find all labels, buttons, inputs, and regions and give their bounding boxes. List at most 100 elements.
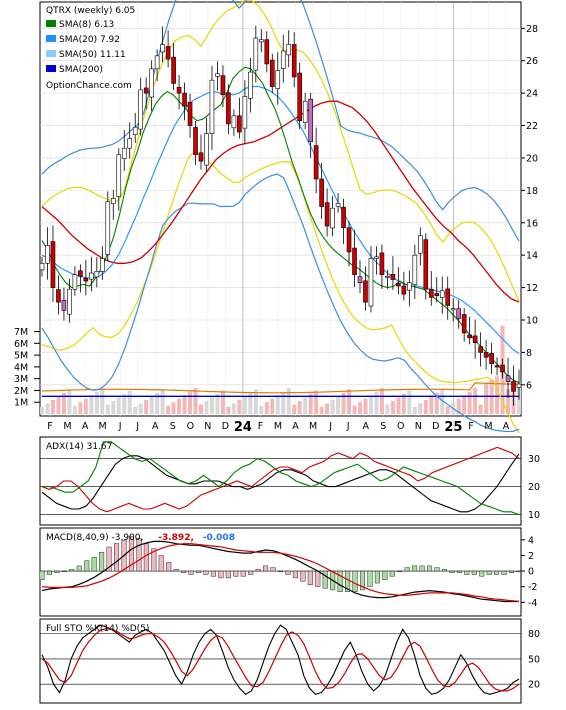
candle-body	[313, 145, 319, 180]
volume-bar	[105, 404, 110, 414]
volume-bar	[374, 391, 379, 414]
x-tick-label: O	[187, 421, 194, 432]
candle-body	[209, 79, 215, 134]
macd-histogram-bar	[509, 570, 515, 573]
macd-histogram-bar	[106, 546, 112, 572]
volume-bar	[166, 405, 171, 414]
candle-body	[472, 335, 478, 343]
volume-bar	[308, 393, 313, 414]
macd-histogram-bar	[464, 570, 470, 575]
macd-title-main: MACD(8,40,9) -3.900,	[46, 533, 143, 543]
volume-tick-label: 4M	[14, 362, 28, 373]
volume-bar	[385, 404, 390, 414]
macd-histogram-bar	[181, 570, 187, 573]
candle-body	[428, 288, 434, 298]
macd-histogram-bar	[374, 570, 380, 584]
volume-bar	[171, 402, 176, 414]
volume-tick-label: 3M	[14, 374, 28, 385]
macd-title: MACD(8,40,9) -3.900, -3.892, -0.008	[46, 533, 235, 543]
legend-sma8-label: SMA(8) 6.13	[59, 20, 114, 30]
volume-bar	[215, 393, 220, 414]
macd-histogram-bar	[359, 570, 365, 591]
adx-tick-label: 30	[528, 454, 540, 465]
candle-body	[450, 308, 456, 311]
x-tick-label: S	[380, 421, 386, 432]
volume-bar	[94, 391, 99, 414]
candle-body	[127, 138, 133, 149]
candle-body	[132, 126, 138, 135]
volume-bar	[78, 402, 83, 414]
macd-histogram-bar	[367, 570, 373, 587]
candle-body	[319, 178, 324, 207]
x-tick-label: F	[47, 421, 52, 432]
volume-tick-label: 6M	[14, 339, 28, 350]
legend-sma50-swatch	[46, 50, 56, 57]
sto-d-line	[41, 627, 520, 692]
candle-body	[341, 206, 346, 228]
legend-sma50-label: SMA(50) 11.11	[59, 50, 126, 60]
keltner-upper	[41, 0, 520, 242]
candle-body	[149, 68, 154, 98]
bollinger-upper	[41, 0, 520, 302]
volume-bar	[61, 392, 66, 414]
macd-histogram-bar	[434, 567, 440, 572]
legend-sma8-swatch	[46, 20, 56, 27]
x-tick-label: 25	[444, 420, 462, 435]
x-tick-label: M	[99, 421, 107, 432]
bollinger-lower	[41, 151, 520, 434]
candle-body	[275, 70, 281, 89]
candle-body	[231, 115, 237, 129]
x-tick-label: J	[328, 421, 332, 432]
volume-bar	[242, 396, 247, 414]
candle-body	[401, 285, 407, 295]
volume-bar	[325, 403, 330, 414]
legend-sma20-swatch	[46, 35, 56, 42]
volume-bar	[456, 398, 461, 414]
macd-histogram-bar	[263, 565, 269, 572]
candle-body	[160, 44, 165, 53]
candle-body	[297, 72, 302, 121]
candle-body	[505, 375, 511, 382]
macd-histogram-bar	[143, 543, 149, 572]
volume-bar	[352, 405, 357, 414]
volume-bar	[319, 406, 324, 414]
volume-bar	[237, 399, 242, 414]
candle-body	[105, 201, 111, 255]
macd-histogram-bar	[404, 567, 410, 572]
candle-body	[412, 254, 418, 285]
x-tick-label: M	[63, 421, 71, 432]
candle-body	[176, 86, 182, 94]
volume-bar	[495, 376, 500, 414]
adx-series-line	[41, 453, 520, 513]
macd-histogram-bar	[352, 570, 358, 592]
x-tick-label: F	[258, 421, 263, 432]
macd-histogram-bar	[114, 543, 120, 572]
candle-body	[171, 56, 176, 84]
macd-histogram-bar	[427, 565, 433, 572]
macd-histogram-bar	[285, 570, 291, 575]
bollinger-bands	[41, 0, 520, 434]
macd-histogram-bar	[158, 555, 164, 572]
candle-body	[193, 127, 198, 156]
x-tick-label: J	[118, 421, 122, 432]
price-legend: QTRX (weekly) 6.05 SMA(8) 6.13 SMA(20) 7…	[46, 6, 135, 91]
macd-histogram-bar	[151, 548, 157, 572]
legend-sma20-label: SMA(20) 7.92	[59, 35, 120, 45]
candle-body	[445, 288, 451, 306]
adx-lines	[41, 441, 520, 516]
macd-histogram-bar	[99, 551, 105, 572]
volume-bar	[259, 405, 264, 414]
volume-bar	[67, 389, 72, 414]
x-axis: F M A M J J A S O N D 24 F M A M J J A S O N D 25 F M A	[47, 420, 509, 435]
candle-body	[439, 290, 445, 298]
candle-body	[50, 241, 56, 288]
volume-tick-label: 7M	[14, 327, 28, 338]
volume-bar	[467, 391, 472, 414]
macd-histogram-bar	[300, 570, 306, 582]
candle-body	[94, 271, 100, 278]
macd-histogram-bar	[188, 570, 194, 575]
volume-average-line	[41, 382, 520, 394]
volume-bar	[303, 397, 308, 414]
candle-body	[78, 270, 83, 277]
candle-body	[138, 89, 143, 130]
